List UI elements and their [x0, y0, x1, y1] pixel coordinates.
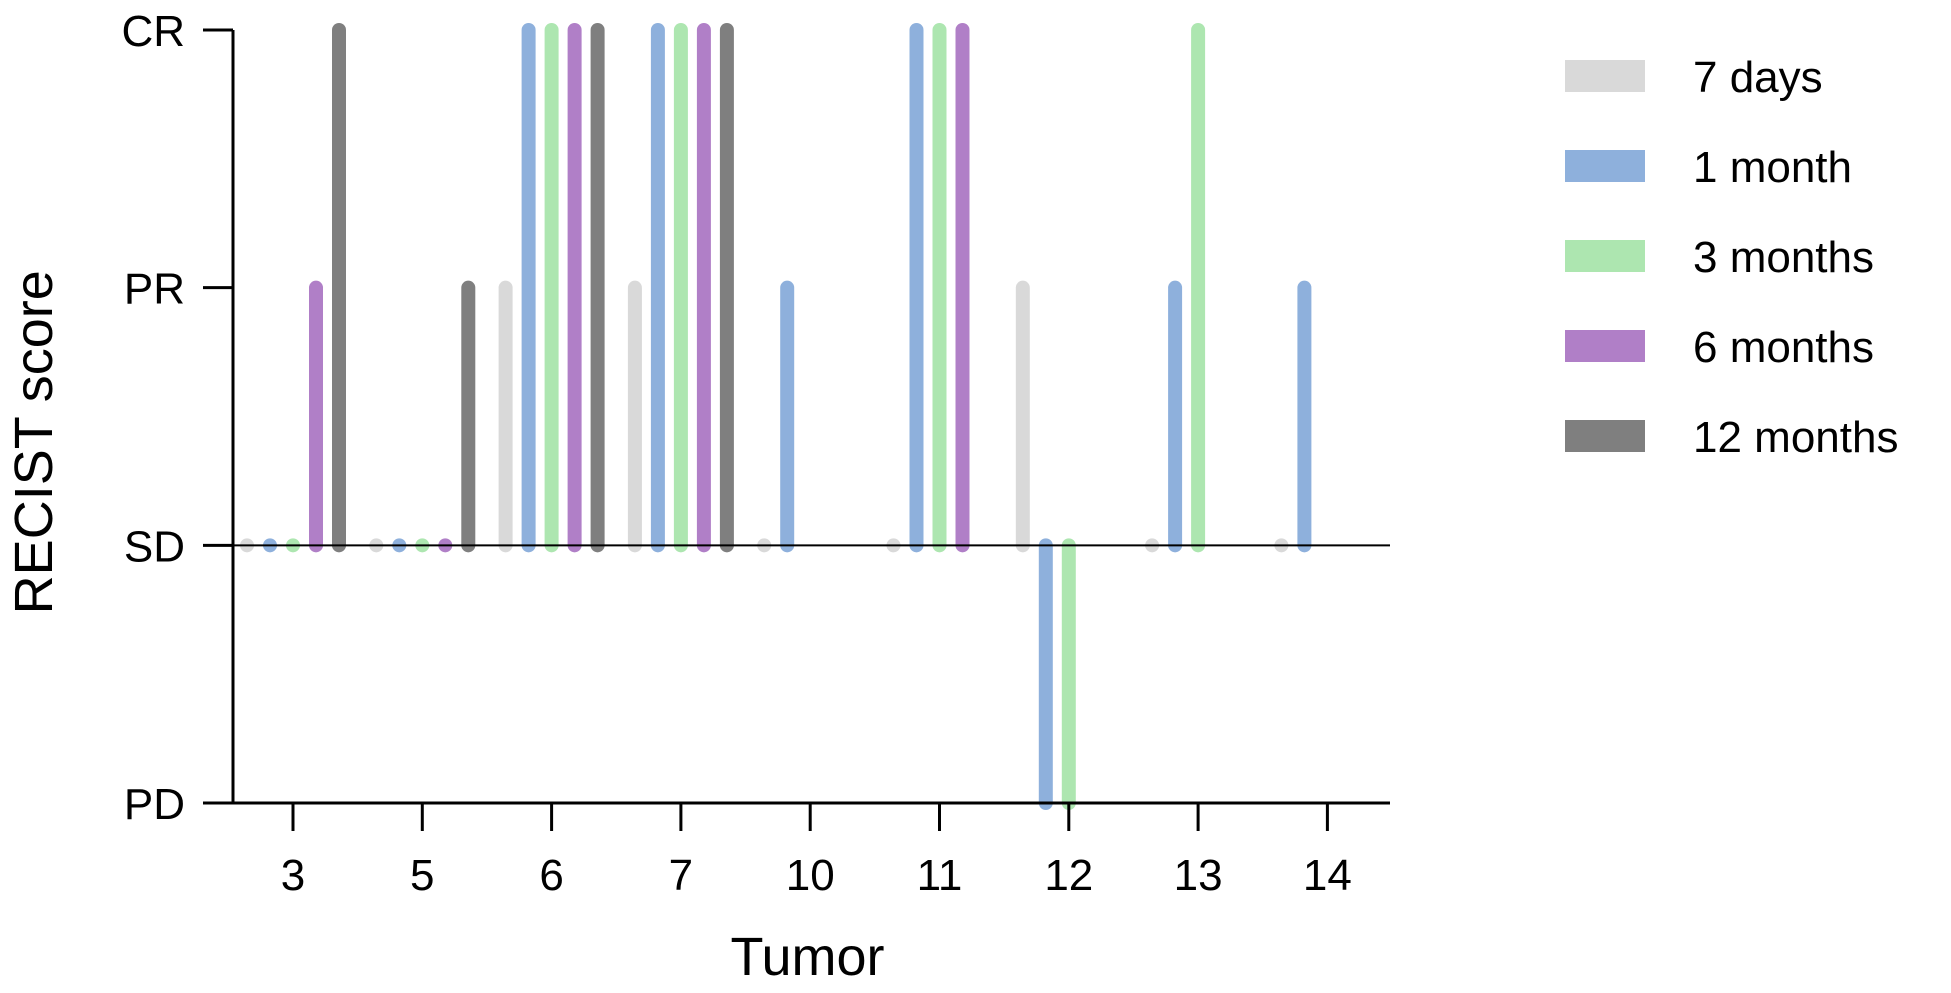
legend-label-7-days: 7 days: [1693, 53, 1823, 102]
x-tick-label-11: 11: [917, 851, 963, 900]
y-tick-label-pr: PR: [124, 265, 185, 314]
legend-swatch-6-months: [1565, 330, 1645, 362]
x-ticks: 3 5 6 7 10 11 12 13 14: [281, 803, 1352, 900]
bars-layer: [240, 23, 1312, 810]
legend-swatch-1-month: [1565, 150, 1645, 182]
x-tick-label-3: 3: [281, 851, 305, 900]
x-tick-label-13: 13: [1174, 851, 1223, 900]
y-tick-label-sd: SD: [124, 522, 185, 571]
x-tick-label-10: 10: [786, 851, 835, 900]
legend-label-1-month: 1 month: [1693, 143, 1852, 192]
legend-label-6-months: 6 months: [1693, 323, 1874, 372]
legend-label-12-months: 12 months: [1693, 413, 1898, 462]
axes: [231, 30, 1390, 805]
y-tick-label-pd: PD: [124, 780, 185, 829]
y-tick-label-cr: CR: [121, 7, 185, 56]
x-tick-label-5: 5: [410, 851, 434, 900]
legend-swatch-7-days: [1565, 60, 1645, 92]
legend-swatch-3-months: [1565, 240, 1645, 272]
y-axis-title: RECIST score: [4, 270, 64, 614]
legend-label-3-months: 3 months: [1693, 233, 1874, 282]
x-axis-title: Tumor: [730, 927, 884, 987]
legend-swatch-12-months: [1565, 420, 1645, 452]
legend: 7 days 1 month 3 months 6 months 12 months: [1565, 53, 1898, 462]
x-tick-label-7: 7: [669, 851, 693, 900]
x-tick-label-12: 12: [1044, 851, 1093, 900]
x-tick-label-6: 6: [539, 851, 563, 900]
x-tick-label-14: 14: [1303, 851, 1352, 900]
y-ticks: PD SD PR CR: [121, 7, 233, 829]
